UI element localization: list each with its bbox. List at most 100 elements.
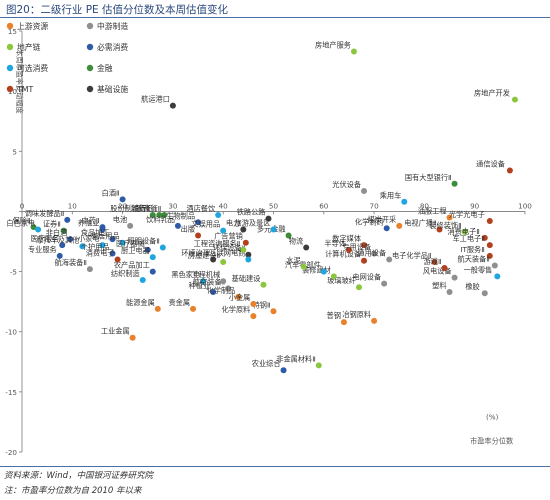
data-point xyxy=(210,256,217,263)
data-point xyxy=(109,250,116,257)
data-point xyxy=(285,232,292,239)
data-point-label: 半导体 xyxy=(324,239,346,248)
data-point-label: 冶钢原料 xyxy=(342,310,371,319)
data-point xyxy=(119,196,126,203)
data-point xyxy=(242,239,249,246)
data-point-label: 风电设备 xyxy=(423,267,452,276)
y-tick-label: -10 xyxy=(5,328,17,337)
data-point xyxy=(245,256,252,263)
data-point-label: 油服工程 xyxy=(418,206,447,215)
x-tick-label: 30 xyxy=(168,201,178,210)
data-point-label: 特钢Ⅱ xyxy=(253,300,271,309)
legend-marker-infra xyxy=(86,85,94,93)
data-point xyxy=(169,102,176,109)
data-point-label: 厨卫电器 xyxy=(121,246,150,255)
data-point xyxy=(114,256,121,263)
data-point xyxy=(161,212,168,219)
data-point xyxy=(265,215,272,222)
data-point-label: 贵金属 xyxy=(168,298,190,307)
data-point-label: 煤炭开采 xyxy=(367,215,396,224)
data-point xyxy=(451,180,458,187)
data-point xyxy=(511,96,518,103)
data-point xyxy=(99,242,106,249)
data-point-label: 乘用车 xyxy=(380,191,402,200)
data-point-label: 白酒Ⅱ xyxy=(102,188,120,197)
data-point xyxy=(486,218,493,225)
y-axis-title: 本周市盈率变动幅度 xyxy=(15,49,24,114)
data-point-label: 能源金属 xyxy=(126,298,155,307)
x-tick-label: 70 xyxy=(370,201,380,210)
data-point-label: 出版 xyxy=(181,224,195,233)
x-tick-label: 10 xyxy=(68,201,78,210)
data-point xyxy=(381,280,388,287)
data-point xyxy=(64,216,71,223)
data-point-label: 环保设备Ⅱ xyxy=(213,244,245,253)
data-point-label: IT服务Ⅱ xyxy=(460,245,484,254)
data-point-label: 装修建材 xyxy=(302,265,331,274)
data-point-label: 饮料乳品 xyxy=(146,215,175,224)
data-point xyxy=(431,258,438,265)
y-tick-label: 5 xyxy=(12,147,17,156)
data-point-label: 装修装饰Ⅱ xyxy=(429,221,461,230)
data-point xyxy=(486,242,493,249)
data-point xyxy=(481,290,488,297)
data-point-label: 广告营销 xyxy=(214,232,243,241)
data-point-label: 军工电子Ⅱ xyxy=(452,234,484,243)
data-point xyxy=(303,244,310,251)
data-point xyxy=(210,289,217,296)
data-point xyxy=(235,293,242,300)
data-point xyxy=(446,214,453,221)
data-point xyxy=(109,236,116,243)
data-point-label: 航海装备Ⅱ xyxy=(55,258,87,267)
data-point-label: 农业综合 xyxy=(252,359,281,368)
data-point xyxy=(361,187,368,194)
data-point xyxy=(30,224,37,231)
data-point-label: 照明设备Ⅱ xyxy=(128,237,160,246)
data-point xyxy=(149,268,156,275)
data-point xyxy=(280,367,287,374)
legend-marker-opt xyxy=(6,64,14,72)
data-point-label: 医疗服务 xyxy=(30,234,59,243)
data-point-label: 调味发酵品Ⅱ xyxy=(25,209,64,218)
source-note: 资料来源：Wind，中国银河证券研究院 xyxy=(4,471,154,481)
data-point xyxy=(491,262,498,269)
data-point-label: 纺织制造 xyxy=(111,269,140,278)
data-point-label: 光伏设备 xyxy=(332,180,361,189)
data-point-label: 个护用品 xyxy=(81,243,110,252)
data-point xyxy=(174,222,181,229)
x-unit-label: (%) xyxy=(486,413,499,422)
data-point xyxy=(190,305,197,312)
data-point-label: 通用设备 xyxy=(357,249,386,258)
data-point xyxy=(220,258,227,265)
data-point-label: 文娱用品 xyxy=(191,220,220,229)
data-point-label: 通信设备 xyxy=(476,160,505,169)
data-point xyxy=(494,273,501,280)
data-point xyxy=(441,264,448,271)
data-point xyxy=(383,225,390,232)
data-point-label: 水泥 xyxy=(286,256,300,265)
data-point xyxy=(451,274,458,281)
data-point xyxy=(149,212,156,219)
y-unit-label: (%) xyxy=(0,22,1,31)
data-point xyxy=(200,278,207,285)
data-point xyxy=(220,278,227,285)
data-point-label: 环境治理 xyxy=(181,249,210,258)
data-point xyxy=(139,276,146,283)
data-point xyxy=(361,242,368,249)
data-point xyxy=(396,222,403,229)
data-point xyxy=(245,251,252,258)
data-point-label: 房屋建设Ⅱ xyxy=(188,251,220,260)
legend-marker-tmt xyxy=(6,85,14,93)
legend-marker-cons xyxy=(86,43,94,51)
data-point-label: 白色家电 xyxy=(6,218,35,227)
data-point xyxy=(119,239,126,246)
data-point xyxy=(436,226,443,233)
axes: 0 10 20 30 40 50 60 70 80 90 100 -20 -15 -10 -5 5 10 15 (%… xyxy=(0,22,532,457)
data-point xyxy=(486,252,493,259)
data-point xyxy=(99,224,106,231)
data-point xyxy=(315,362,322,369)
y-tick-label: -20 xyxy=(5,448,17,457)
legend-marker-mid xyxy=(86,22,94,30)
x-tick-label: 80 xyxy=(420,201,430,210)
